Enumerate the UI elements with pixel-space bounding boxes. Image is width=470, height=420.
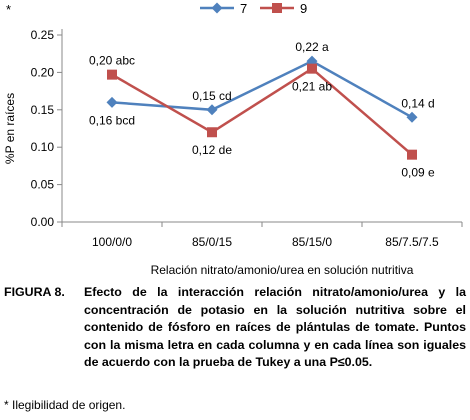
series-line-9: [111, 67, 413, 156]
data-point-9: [107, 69, 117, 80]
data-point-9: [207, 127, 217, 138]
x-axis-title: Relación nitrato/amonio/urea en solución…: [151, 263, 414, 277]
figure-label: FIGURA 8.: [4, 285, 65, 299]
figure-caption-text: Efecto de la interacción relación nitrat…: [84, 285, 466, 370]
data-point-7: [206, 104, 218, 116]
x-tick-label: 85/15/0: [292, 235, 332, 249]
illegible-marker: *: [6, 2, 12, 17]
x-tick-label: 85/7.5/7.5: [385, 235, 439, 249]
series-line-7: [111, 59, 413, 119]
data-label-9: 0,09 e: [401, 166, 435, 180]
data-point-7: [406, 111, 418, 123]
y-tick-label: 0.05: [31, 178, 55, 192]
y-tick-label: 0.00: [31, 215, 55, 229]
data-label-7: 0,15 cd: [192, 89, 231, 103]
legend-label-7: 7: [240, 1, 247, 16]
legend-label-9: 9: [300, 1, 307, 16]
y-tick-label: 0.10: [31, 140, 55, 154]
x-axis: 100/0/0 85/0/15 85/15/0 85/7.5/7.5: [61, 221, 463, 249]
data-label-9: 0,12 de: [192, 143, 232, 157]
data-point-9: [407, 149, 417, 160]
data-label-9: 0,20 abc: [89, 54, 135, 68]
x-tick-label: 100/0/0: [92, 235, 132, 249]
legend-marker-7: [211, 2, 223, 14]
data-point-7: [106, 96, 118, 108]
y-tick-label: 0.15: [31, 103, 55, 117]
footnote: * Ilegibilidad de origen.: [4, 398, 126, 412]
data-label-7: 0,22 a: [295, 40, 329, 54]
series-layer: [106, 55, 418, 160]
data-label-9: 0,21 ab: [292, 80, 332, 94]
data-label-7: 0,14 d: [401, 96, 434, 110]
y-tick-label: 0.25: [31, 28, 55, 42]
x-tick-label: 85/0/15: [192, 235, 232, 249]
figure-caption: FIGURA 8. Efecto de la interacción relac…: [4, 284, 466, 372]
data-label-layer: 0,16 bcd 0,15 cd 0,22 a 0,14 d 0,20 abc 0,12 …: [89, 40, 435, 180]
y-tick-label: 0.20: [31, 65, 55, 79]
data-label-7: 0,16 bcd: [89, 113, 135, 127]
data-point-9: [307, 63, 317, 74]
legend-marker-9: [272, 3, 282, 13]
y-axis-title: %P en raíces: [3, 93, 17, 164]
y-axis: 0.00 0.05 0.10 0.15 0.20 0.25: [31, 28, 63, 229]
